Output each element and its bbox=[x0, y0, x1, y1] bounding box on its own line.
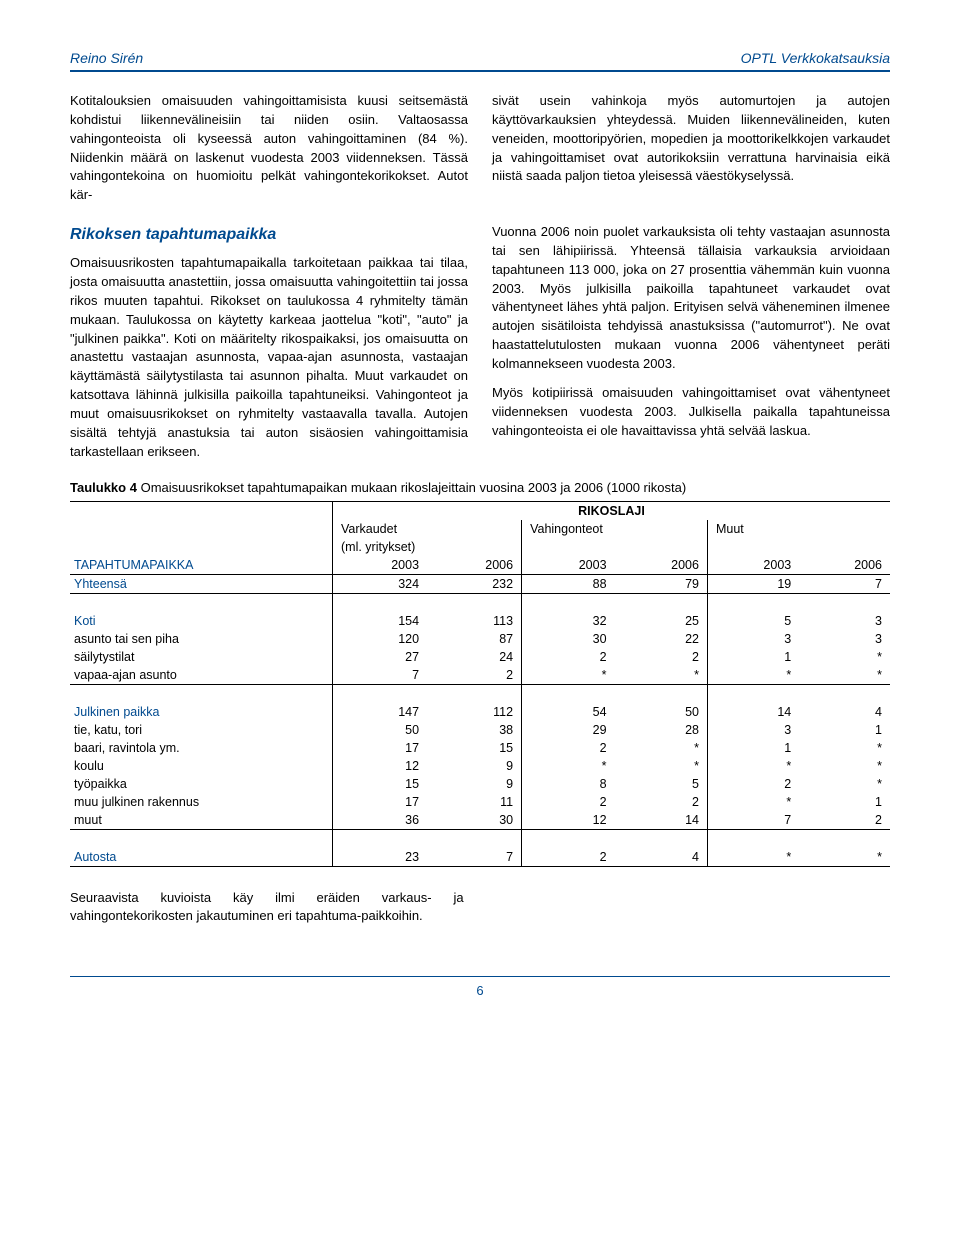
intro-left: Kotitalouksien omaisuuden vahingoittamis… bbox=[70, 92, 468, 205]
year-3: 2006 bbox=[615, 556, 708, 575]
section-right-p1: Vuonna 2006 noin puolet varkauksista oli… bbox=[492, 223, 890, 374]
table-group-header: Koti154113322553 bbox=[70, 612, 890, 630]
year-5: 2006 bbox=[799, 556, 890, 575]
section-left: Omaisuusrikosten tapahtumapaikalla tarko… bbox=[70, 254, 468, 461]
header-right: OPTL Verkkokatsauksia bbox=[741, 50, 890, 66]
section-heading: Rikoksen tapahtumapaikka bbox=[70, 223, 468, 246]
year-1: 2006 bbox=[427, 556, 522, 575]
year-2: 2003 bbox=[522, 556, 615, 575]
year-4: 2003 bbox=[707, 556, 799, 575]
table-row: muut3630121472 bbox=[70, 811, 890, 830]
page-number: 6 bbox=[70, 976, 890, 998]
table-row: koulu129**** bbox=[70, 757, 890, 775]
table-caption: Taulukko 4 Omaisuusrikokset tapahtumapai… bbox=[70, 480, 890, 495]
table-row: säilytystilat2724221* bbox=[70, 648, 890, 666]
col-sub: (ml. yritykset) bbox=[333, 538, 522, 556]
page-header: Reino Sirén OPTL Verkkokatsauksia bbox=[70, 50, 890, 72]
section-right-p2: Myös kotipiirissä omaisuuden vahingoitta… bbox=[492, 384, 890, 441]
table-group-header: Julkinen paikka1471125450144 bbox=[70, 703, 890, 721]
intro-columns: Kotitalouksien omaisuuden vahingoittamis… bbox=[70, 92, 890, 205]
colgroup-0: Varkaudet bbox=[333, 520, 522, 538]
table-row: työpaikka159852* bbox=[70, 775, 890, 793]
colgroup-2: Muut bbox=[707, 520, 890, 538]
data-table: RIKOSLAJI Varkaudet Vahingonteot Muut (m… bbox=[70, 501, 890, 867]
year-0: 2003 bbox=[333, 556, 428, 575]
table-caption-text: Omaisuusrikokset tapahtumapaikan mukaan … bbox=[141, 480, 687, 495]
table-row: tie, katu, tori5038292831 bbox=[70, 721, 890, 739]
table-supertitle: RIKOSLAJI bbox=[333, 501, 891, 520]
table-caption-label: Taulukko 4 bbox=[70, 480, 137, 495]
table-row: baari, ravintola ym.17152*1* bbox=[70, 739, 890, 757]
section-columns: Rikoksen tapahtumapaikka Omaisuusrikoste… bbox=[70, 223, 890, 461]
intro-right: sivät usein vahinkoja myös automurtojen … bbox=[492, 92, 890, 205]
table-row: vapaa-ajan asunto72**** bbox=[70, 666, 890, 685]
row-header-label: TAPAHTUMAPAIKKA bbox=[70, 556, 333, 575]
table-row: asunto tai sen piha12087302233 bbox=[70, 630, 890, 648]
table-group-header: Autosta23724** bbox=[70, 848, 890, 867]
total-label: Yhteensä bbox=[70, 574, 333, 593]
table-row: muu julkinen rakennus171122*1 bbox=[70, 793, 890, 811]
header-left: Reino Sirén bbox=[70, 50, 143, 66]
footer-paragraph: Seuraavista kuvioista käy ilmi eräiden v… bbox=[70, 889, 464, 927]
colgroup-1: Vahingonteot bbox=[522, 520, 708, 538]
